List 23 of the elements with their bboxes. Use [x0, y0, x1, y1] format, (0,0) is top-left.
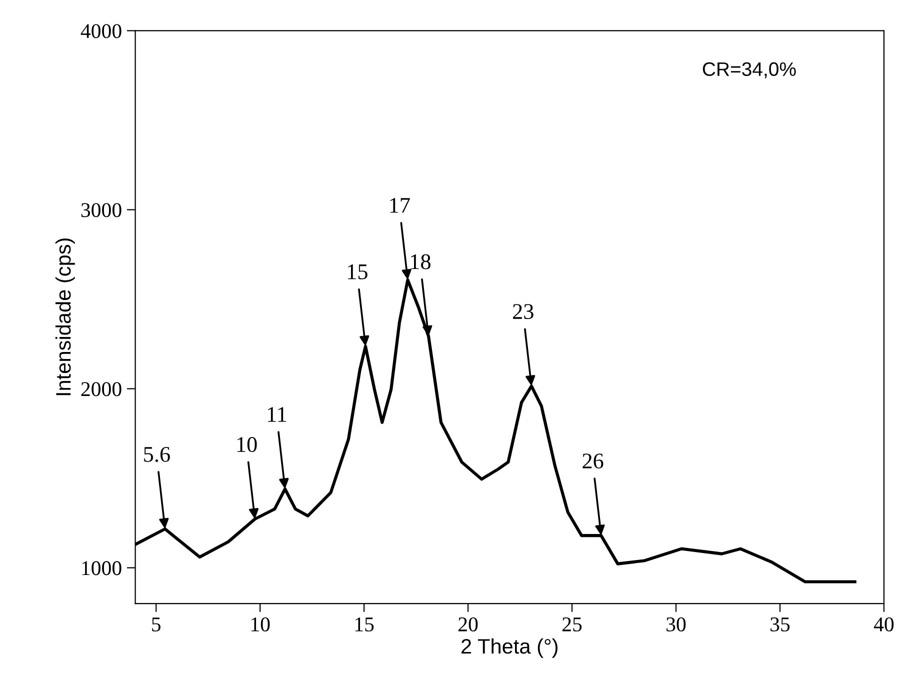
y-tick-label: 3000	[81, 203, 122, 218]
x-tick-label: 20	[458, 617, 478, 632]
x-tick-label: 5	[152, 618, 160, 632]
y-axis-title: Intensidade (cps)	[55, 238, 75, 396]
x-tick-label: 15	[355, 617, 374, 632]
y-tick-label: 1000	[82, 561, 122, 576]
annotation: CR=34,0%	[702, 62, 796, 78]
y-tick-label: 4000	[80, 24, 122, 38]
annotation: 17	[390, 198, 410, 213]
x-tick-label: 35	[770, 617, 790, 632]
x-tick-label: 10	[251, 617, 270, 632]
annotation: 18	[411, 254, 430, 270]
annotation: 15	[348, 264, 368, 280]
annotation: 23	[512, 304, 534, 320]
annotation: 10	[237, 437, 257, 452]
y-tick-label: 2000	[81, 382, 122, 396]
annotation: 26	[582, 454, 604, 469]
annotation: 5.6	[144, 446, 170, 462]
x-tick-label: 40	[874, 617, 894, 632]
annotation: 11	[268, 407, 286, 422]
x-tick-label: 25	[562, 617, 582, 632]
x-tick-label: 30	[666, 617, 686, 632]
x-axis-title: 2 Theta (°)	[462, 638, 558, 658]
